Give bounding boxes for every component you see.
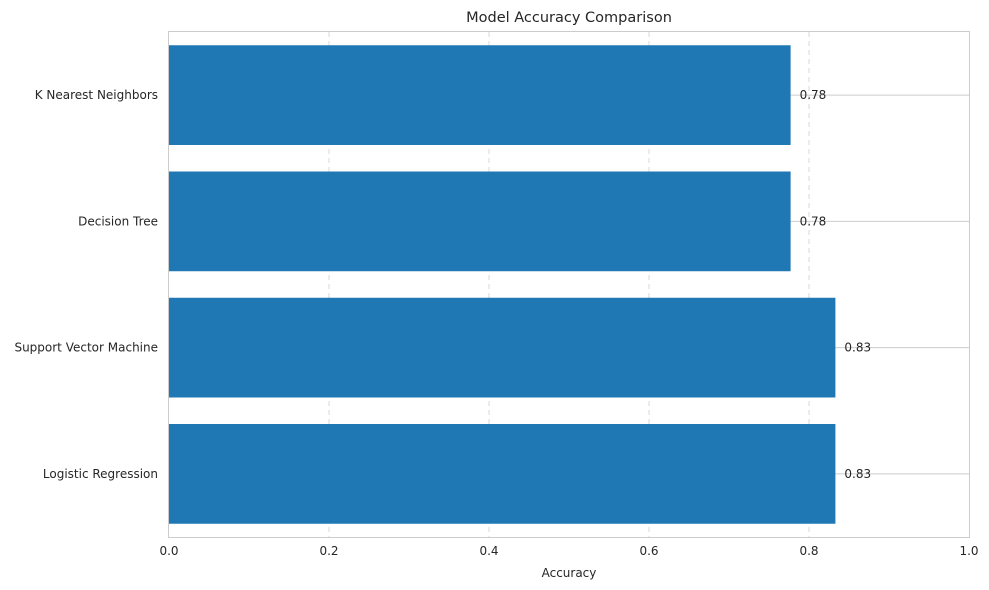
x-tick-label: 0.8 xyxy=(799,544,818,558)
data-label: 0.78 xyxy=(800,88,827,102)
x-tick-label: 0.2 xyxy=(319,544,338,558)
data-label: 0.83 xyxy=(844,341,871,355)
bar-layer xyxy=(169,45,836,524)
x-axis-label: Accuracy xyxy=(542,566,597,580)
x-tick-label: 1.0 xyxy=(959,544,978,558)
bar xyxy=(169,171,791,272)
plot-frame xyxy=(168,31,970,538)
bar xyxy=(169,424,836,524)
data-label: 0.83 xyxy=(844,467,871,481)
x-tick-label: 0.0 xyxy=(159,544,178,558)
y-tick-label: K Nearest Neighbors xyxy=(35,88,158,102)
label-layer: 0.83 0.83 0.78 0.78 xyxy=(800,88,872,481)
x-tick-labels: 0.0 0.2 0.4 0.6 0.8 1.0 xyxy=(159,544,978,558)
y-tick-label: Support Vector Machine xyxy=(14,341,158,355)
x-tick-label: 0.4 xyxy=(479,544,498,558)
bar xyxy=(169,45,791,145)
x-tick-label: 0.6 xyxy=(639,544,658,558)
chart-title: Model Accuracy Comparison xyxy=(466,10,672,26)
y-tick-labels: Logistic Regression Support Vector Machin… xyxy=(14,88,158,481)
y-tick-label: Decision Tree xyxy=(78,214,158,228)
data-label: 0.78 xyxy=(800,214,827,228)
y-tick-label: Logistic Regression xyxy=(43,467,158,481)
bar xyxy=(169,297,836,398)
